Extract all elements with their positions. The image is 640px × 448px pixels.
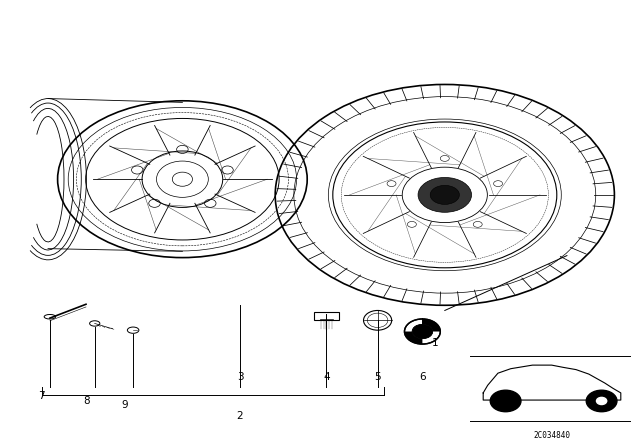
Wedge shape (404, 332, 422, 344)
Text: 1: 1 (432, 338, 438, 348)
Text: 2C034840: 2C034840 (533, 431, 570, 440)
Text: 7: 7 (38, 392, 45, 401)
Circle shape (490, 390, 521, 412)
Circle shape (412, 324, 433, 339)
Text: 2: 2 (237, 411, 243, 421)
Text: 5: 5 (374, 372, 381, 382)
Ellipse shape (430, 185, 460, 204)
Text: 6: 6 (419, 372, 426, 382)
Ellipse shape (418, 177, 472, 212)
Text: 8: 8 (83, 396, 90, 406)
Circle shape (596, 397, 607, 405)
Wedge shape (422, 319, 440, 332)
Circle shape (408, 322, 436, 341)
Text: 3: 3 (237, 372, 243, 382)
Text: 4: 4 (323, 372, 330, 382)
Circle shape (586, 390, 617, 412)
Text: 9: 9 (122, 401, 128, 410)
